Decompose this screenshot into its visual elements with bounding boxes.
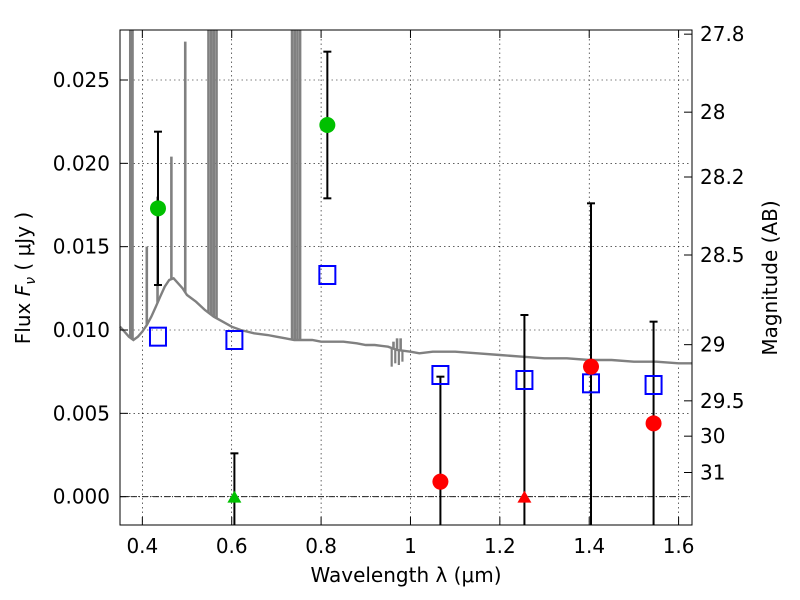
y2-tick-label: 28 xyxy=(700,100,725,124)
y2-axis-label: Magnitude (AB) xyxy=(758,200,782,355)
model-photometry-square xyxy=(148,326,167,347)
y2-axis-ticks: 27.8 28 28.2 28.5 29 29.5 30 31 xyxy=(684,22,745,485)
y2-tick-label: 31 xyxy=(700,461,725,485)
y2-tick-label: 29 xyxy=(700,333,725,357)
x-tick-label: 1.6 xyxy=(663,534,695,558)
observed-flux-point xyxy=(149,200,166,217)
observed-flux-point xyxy=(583,358,600,375)
model-photometry-square xyxy=(318,265,337,285)
y-tick-label: 0.020 xyxy=(53,151,110,175)
observed-flux-point xyxy=(432,473,449,490)
y-tick-label: 0.005 xyxy=(53,401,110,425)
grid-lines xyxy=(120,30,692,525)
error-bars-layer xyxy=(153,50,658,525)
y-tick-label: 0.025 xyxy=(53,68,110,92)
observed-nondetection-marker xyxy=(517,490,532,503)
x-tick-label: 1 xyxy=(404,534,417,558)
plot-frame xyxy=(119,29,693,526)
x-tick-label: 0.4 xyxy=(126,534,158,558)
x-tick-label: 0.6 xyxy=(216,534,248,558)
y-axis-ticks: 0.000 0.005 0.010 0.015 0.020 0.025 xyxy=(53,68,128,509)
model-spectrum-line xyxy=(119,276,692,365)
y2-tick-label: 27.8 xyxy=(700,22,745,46)
model-photometry-square xyxy=(515,370,534,390)
y2-tick-label: 28.2 xyxy=(700,165,745,189)
y2-tick-label: 29.5 xyxy=(700,389,745,413)
model-photometry-square xyxy=(644,375,663,395)
y2-tick-label: 28.5 xyxy=(700,243,745,267)
model-photometry-square xyxy=(225,330,244,350)
observed-flux-point xyxy=(645,415,662,432)
x-tick-label: 0.8 xyxy=(305,534,337,558)
x-tick-label: 1.2 xyxy=(484,534,516,558)
y-tick-label: 0.000 xyxy=(53,485,110,509)
y2-tick-label: 30 xyxy=(700,424,725,448)
x-axis-ticks: 0.4 0.6 0.8 1 1.2 1.4 1.6 xyxy=(126,30,695,558)
observed-nondetection-marker xyxy=(227,490,242,503)
y-tick-label: 0.015 xyxy=(53,235,110,259)
y-tick-label: 0.010 xyxy=(53,318,110,342)
y-axis-label: Flux Fν ( μJy ) xyxy=(11,212,39,344)
x-axis-label: Wavelength λ (μm) xyxy=(310,563,501,587)
model-photometry-layer xyxy=(148,265,663,395)
model-spectrum-layer xyxy=(119,30,692,367)
observed-points-layer xyxy=(149,117,662,503)
model-photometry-square xyxy=(431,365,450,385)
observed-flux-point xyxy=(319,117,336,133)
x-tick-label: 1.4 xyxy=(573,534,605,558)
